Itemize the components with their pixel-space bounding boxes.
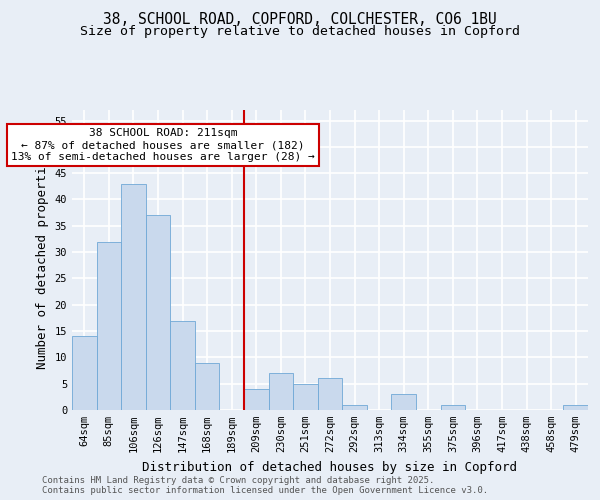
Bar <box>121 184 146 410</box>
Bar <box>146 216 170 410</box>
Bar <box>563 404 588 410</box>
Bar <box>342 404 367 410</box>
Text: 38 SCHOOL ROAD: 211sqm
← 87% of detached houses are smaller (182)
13% of semi-de: 38 SCHOOL ROAD: 211sqm ← 87% of detached… <box>11 128 315 162</box>
Bar <box>318 378 342 410</box>
Bar <box>195 362 220 410</box>
Bar <box>293 384 318 410</box>
Text: 38, SCHOOL ROAD, COPFORD, COLCHESTER, CO6 1BU: 38, SCHOOL ROAD, COPFORD, COLCHESTER, CO… <box>103 12 497 28</box>
Text: Contains public sector information licensed under the Open Government Licence v3: Contains public sector information licen… <box>42 486 488 495</box>
Text: Size of property relative to detached houses in Copford: Size of property relative to detached ho… <box>80 25 520 38</box>
Bar <box>440 404 465 410</box>
Bar <box>269 373 293 410</box>
Bar <box>170 320 195 410</box>
Bar <box>97 242 121 410</box>
Bar <box>391 394 416 410</box>
Bar <box>244 389 269 410</box>
X-axis label: Distribution of detached houses by size in Copford: Distribution of detached houses by size … <box>143 460 517 473</box>
Y-axis label: Number of detached properties: Number of detached properties <box>36 151 49 369</box>
Text: Contains HM Land Registry data © Crown copyright and database right 2025.: Contains HM Land Registry data © Crown c… <box>42 476 434 485</box>
Bar <box>72 336 97 410</box>
